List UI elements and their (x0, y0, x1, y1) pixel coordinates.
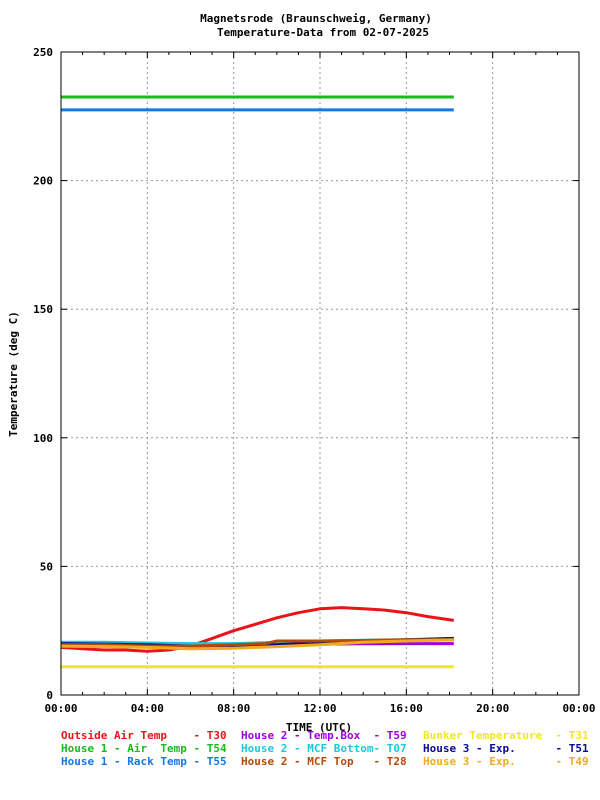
legend-entry: House 3 - Exp. - T51 (423, 742, 589, 755)
x-tick-label: 20:00 (476, 702, 509, 715)
legend-entry: House 2 - Temp.Box - T59 (241, 729, 407, 742)
x-tick-label: 04:00 (131, 702, 164, 715)
series-lines (60, 95, 455, 669)
x-tick-label: 00:00 (44, 702, 77, 715)
axis-ticks: 00:00 04:00 08:00 12:00 16:00 20:00 00:0005010… (33, 46, 595, 715)
chart-subtitle: Temperature-Data from 02-07-2025 (217, 26, 429, 39)
legend-entry: Bunker Temperature - T31 (423, 729, 589, 742)
legend: Outside Air Temp - T30 House 2 - Temp.Box… (61, 729, 589, 768)
legend-entry: House 1 - Rack Temp - T55 (61, 755, 227, 768)
y-axis-label: Temperature (deg C) (7, 311, 20, 437)
legend-entry: House 2 - MCF Top - T28 (241, 755, 407, 768)
x-tick-label: 00:00 (562, 702, 595, 715)
x-tick-label: 08:00 (217, 702, 250, 715)
x-tick-label: 16:00 (390, 702, 423, 715)
y-tick-label: 250 (33, 46, 53, 59)
series-line-t30 (60, 606, 455, 653)
y-tick-label: 50 (40, 560, 53, 573)
legend-entry: House 2 - MCF Bottom- T07 (241, 742, 407, 755)
y-tick-label: 0 (46, 689, 53, 702)
y-tick-label: 100 (33, 432, 53, 445)
legend-entry: House 3 - Exp. - T49 (423, 755, 589, 768)
grid (61, 52, 579, 695)
y-tick-label: 150 (33, 303, 53, 316)
x-axis-label: TIME (UTC) (286, 721, 352, 734)
y-tick-label: 200 (33, 175, 53, 188)
series-line-t49 (60, 638, 454, 651)
legend-entry: House 1 - Air Temp - T54 (61, 742, 227, 755)
legend-entry: Outside Air Temp - T30 (61, 729, 227, 742)
x-tick-label: 12:00 (303, 702, 336, 715)
chart-title: Magnetsrode (Braunschweig, Germany) (200, 12, 432, 25)
